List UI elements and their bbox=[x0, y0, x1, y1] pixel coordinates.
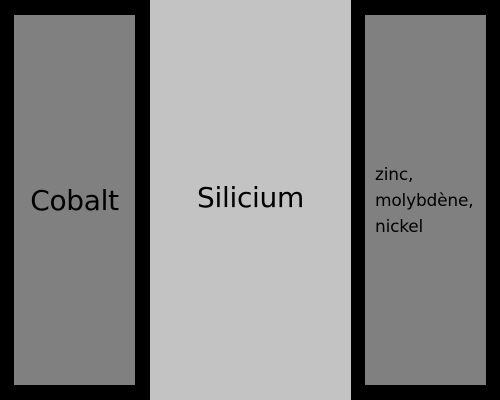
silicium-label: Silicium bbox=[197, 181, 304, 214]
zinc-molybdenum-nickel-label: zinc, molybdène, nickel bbox=[375, 165, 474, 237]
silicium-panel: Silicium bbox=[150, 0, 351, 400]
zinc-molybdenum-nickel-panel: zinc, molybdène, nickel bbox=[365, 15, 486, 385]
cobalt-label: Cobalt bbox=[30, 184, 119, 217]
cobalt-panel: Cobalt bbox=[14, 15, 135, 385]
